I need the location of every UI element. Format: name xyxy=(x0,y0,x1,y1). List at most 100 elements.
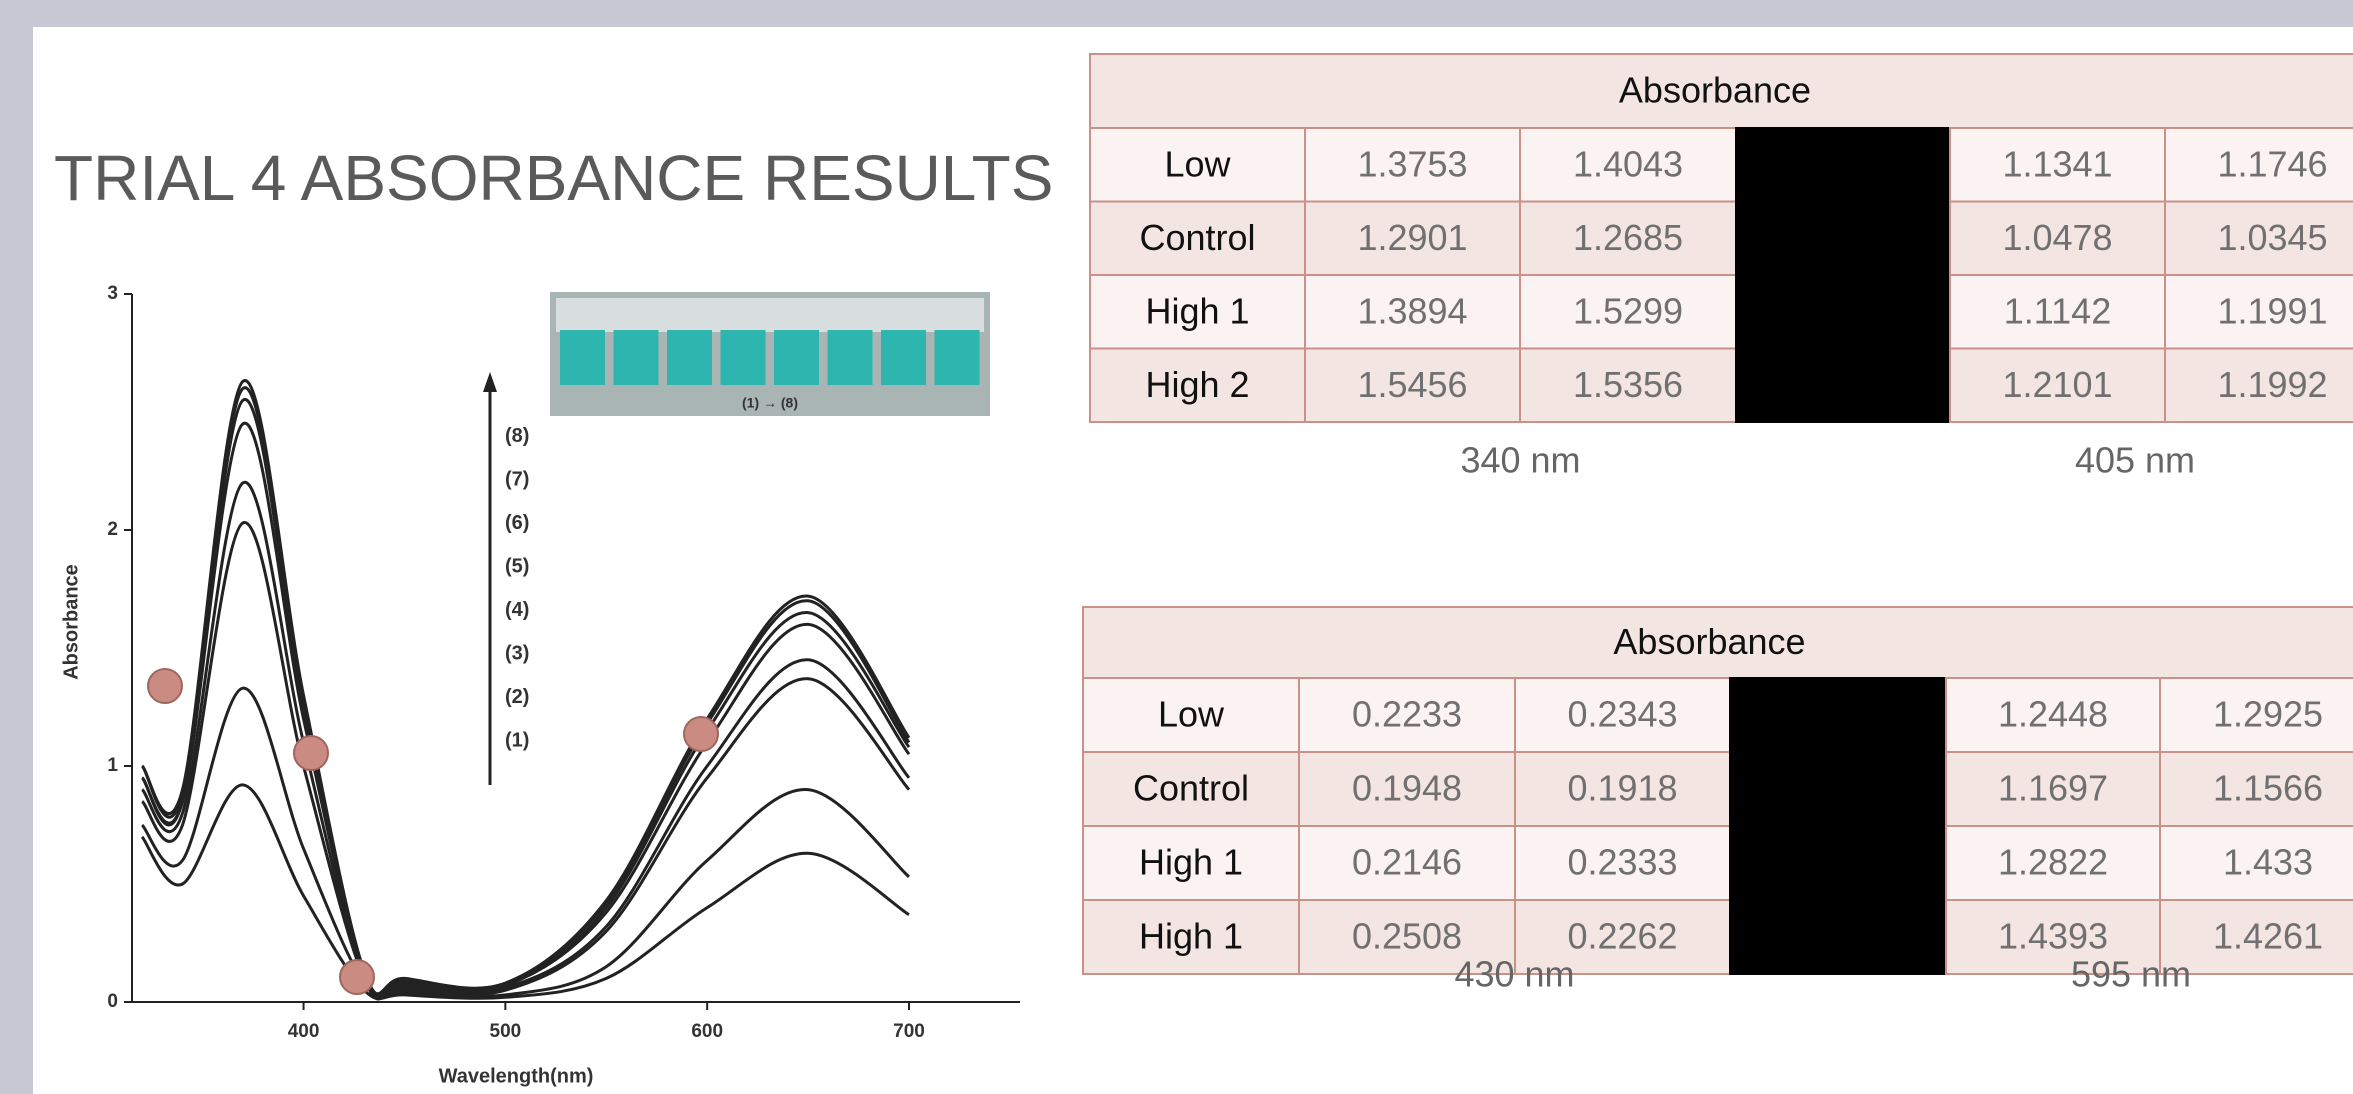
table-cell xyxy=(1082,751,1300,827)
wavelength-label: 430 nm xyxy=(1454,954,1574,995)
blank-cell xyxy=(1735,200,1951,276)
cell-value: 1.1746 xyxy=(2217,143,2327,184)
table-cell xyxy=(1082,825,1300,901)
table-cell xyxy=(1082,677,1300,753)
table-cell xyxy=(1089,274,1306,350)
row-label: Low xyxy=(1164,143,1231,184)
y-axis-label: Absorbance xyxy=(60,564,82,680)
cell-value: 1.5356 xyxy=(1573,364,1683,405)
row-label: High 1 xyxy=(1139,842,1243,883)
cell-value: 1.0345 xyxy=(2217,217,2327,258)
spectrum-line xyxy=(140,481,911,1001)
cell-value: 1.2901 xyxy=(1357,217,1467,258)
photo-top xyxy=(556,298,984,332)
row-label: High 1 xyxy=(1139,916,1243,957)
y-tick-label: 1 xyxy=(107,755,118,776)
inset-caption: (1) → (8) xyxy=(742,395,798,411)
cell-value: 1.4261 xyxy=(2213,916,2323,957)
table-cell xyxy=(1089,347,1306,423)
curve-label: (2) xyxy=(505,686,529,708)
x-tick-label: 400 xyxy=(288,1021,320,1042)
blank-cell xyxy=(1735,274,1951,350)
cell-value: 1.1341 xyxy=(2002,143,2112,184)
cell-value: 1.3894 xyxy=(1357,290,1467,331)
cell-value: 1.1991 xyxy=(2217,290,2327,331)
table-cell xyxy=(1514,751,1731,827)
slide-title: TRIAL 4 ABSORBANCE RESULTS xyxy=(54,142,1053,214)
cell-value: 1.2822 xyxy=(1998,842,2108,883)
table-cell xyxy=(1304,200,1521,276)
cuvette xyxy=(613,330,659,385)
table-cell xyxy=(2159,825,2353,901)
table-cell xyxy=(1298,899,1516,975)
table-cell xyxy=(2164,127,2353,203)
cuvette xyxy=(934,330,980,385)
cuvette xyxy=(560,330,605,385)
arrowhead xyxy=(483,372,497,392)
cell-value: 0.1918 xyxy=(1567,768,1677,809)
table-cell xyxy=(1519,347,1737,423)
curve-label: (1) xyxy=(505,729,529,751)
wavelength-label: 405 nm xyxy=(2075,440,2195,481)
blank-cell xyxy=(1729,825,1947,901)
blank-cell xyxy=(1735,347,1951,423)
cell-value: 1.2685 xyxy=(1573,217,1683,258)
cell-value: 0.2146 xyxy=(1352,842,1462,883)
table-cell xyxy=(1304,274,1521,350)
wavelength-label: 340 nm xyxy=(1460,440,1580,481)
cell-value: 1.3753 xyxy=(1357,143,1467,184)
table-cell xyxy=(1298,825,1516,901)
blank-cell xyxy=(1729,677,1947,753)
x-tick-label: 600 xyxy=(691,1021,723,1042)
y-tick-label: 3 xyxy=(107,283,118,304)
blank-cell xyxy=(1735,127,1951,203)
table-header: Absorbance xyxy=(1619,70,1811,111)
blank-cell xyxy=(1729,899,1947,975)
table-cell xyxy=(1304,347,1521,423)
cell-value: 0.2262 xyxy=(1567,916,1677,957)
table-header-cell xyxy=(1082,606,2353,679)
table-cell xyxy=(1089,127,1306,203)
cell-value: 1.1992 xyxy=(2217,364,2327,405)
cell-value: 1.1697 xyxy=(1998,768,2108,809)
cell-value: 1.4393 xyxy=(1998,916,2108,957)
table-cell xyxy=(1519,127,1737,203)
cell-value: 0.2343 xyxy=(1567,694,1677,735)
cell-value: 1.0478 xyxy=(2002,217,2112,258)
table-cell xyxy=(2159,677,2353,753)
table-cell xyxy=(1519,274,1737,350)
table-cell xyxy=(1514,899,1731,975)
highlight-circle xyxy=(339,959,375,995)
table-cell xyxy=(2164,347,2353,423)
spectrum-line xyxy=(140,379,911,996)
y-tick-label: 0 xyxy=(107,991,118,1012)
cell-value: 0.2508 xyxy=(1352,916,1462,957)
curve-label: (7) xyxy=(505,468,529,490)
cuvette xyxy=(720,330,766,385)
x-tick-label: 700 xyxy=(893,1021,925,1042)
wavelength-label: 595 nm xyxy=(2071,954,2191,995)
cell-value: 1.4043 xyxy=(1573,143,1683,184)
cuvette xyxy=(667,330,712,385)
curve-label: (6) xyxy=(505,512,529,534)
cell-value: 0.2333 xyxy=(1567,842,1677,883)
spectrum-line xyxy=(140,686,910,999)
table-cell xyxy=(1089,200,1306,276)
table-cell xyxy=(1945,899,2161,975)
cell-value: 1.1142 xyxy=(2004,290,2111,331)
table-cell xyxy=(1082,899,1300,975)
row-label: Control xyxy=(1139,217,1255,258)
highlight-circle xyxy=(293,735,329,771)
spectrum-line xyxy=(140,783,910,1001)
cell-value: 1.5456 xyxy=(1357,364,1467,405)
cell-value: 1.2448 xyxy=(1998,694,2108,735)
cuvette xyxy=(881,330,926,385)
x-axis-label: Wavelength(nm) xyxy=(439,1065,594,1087)
row-label: Low xyxy=(1158,694,1225,735)
cell-value: 1.2925 xyxy=(2213,694,2323,735)
table-cell xyxy=(1514,677,1731,753)
curve-label: (8) xyxy=(505,425,529,447)
table-cell xyxy=(2159,899,2353,975)
